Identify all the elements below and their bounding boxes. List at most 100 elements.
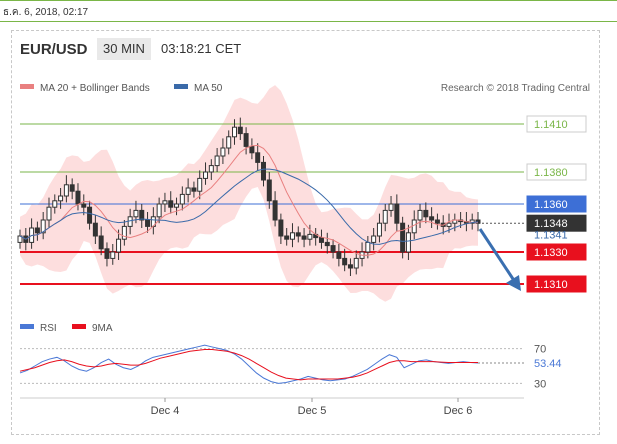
x-axis: Dec 4 Dec 5 Dec 6 <box>151 398 473 417</box>
candle-body <box>214 155 220 167</box>
candle-body <box>295 232 301 237</box>
pair-label: EUR/USD <box>20 41 88 58</box>
candle-body <box>116 238 122 253</box>
candle-body <box>272 200 278 221</box>
rsi-last-value: 53.44 <box>534 358 562 370</box>
candle-body <box>324 241 330 247</box>
ma50-line <box>19 168 479 245</box>
bollinger-band <box>20 85 478 302</box>
candle-body <box>400 222 406 253</box>
candle-body <box>69 184 75 192</box>
candle-body <box>318 237 324 243</box>
candle-body <box>40 219 46 234</box>
candle-body <box>145 219 151 227</box>
candle-body <box>266 179 272 202</box>
candle-body <box>208 165 214 173</box>
candle-body <box>394 203 400 224</box>
rsi-ma-legend-swatch <box>72 324 86 329</box>
candle-body <box>289 232 295 240</box>
x-tick-label: Dec 6 <box>444 405 473 417</box>
price-levels <box>20 123 524 285</box>
candle-body <box>336 251 342 259</box>
candle-body <box>232 126 238 138</box>
candle-body <box>81 203 87 208</box>
candle-body <box>87 206 93 224</box>
rsi-legend-swatch <box>20 324 34 329</box>
candle-body <box>278 219 284 237</box>
rsi-tick-70: 70 <box>534 344 546 356</box>
candle-body <box>34 227 40 234</box>
candle-body <box>475 219 481 224</box>
level-label-1.1380: 1.1380 <box>534 167 568 179</box>
candle-body <box>446 222 452 227</box>
timeframe-badge[interactable]: 30 MIN <box>97 38 151 60</box>
candle-body <box>330 245 336 253</box>
bollinger-band-area <box>20 85 478 302</box>
rsi-line <box>19 344 479 384</box>
candle-body <box>162 200 168 205</box>
clock-label: 03:18:21 CET <box>161 41 242 56</box>
level-label-1.1348: 1.1348 <box>534 218 568 230</box>
candle-body <box>156 203 162 218</box>
candle-body <box>203 171 209 179</box>
candle-body <box>133 209 139 218</box>
candle-body <box>284 235 290 240</box>
candle-body <box>237 126 243 135</box>
rsi-legend-label: RSI <box>40 323 57 334</box>
x-tick-label: Dec 4 <box>151 405 180 417</box>
candle-body <box>191 187 197 192</box>
candle-body <box>429 216 435 221</box>
level-label-1.1330: 1.1330 <box>534 247 568 259</box>
level-box-1.1310 <box>526 275 587 293</box>
ma50-legend-label: MA 50 <box>194 83 223 94</box>
candle-body <box>255 152 261 163</box>
candle-body <box>179 193 185 205</box>
candle-body <box>388 203 394 211</box>
rsi-tick-30: 30 <box>534 378 546 390</box>
candle-body <box>104 248 110 259</box>
candle-body <box>353 257 359 269</box>
candle-body <box>168 200 174 208</box>
candle-body <box>75 190 81 205</box>
level-label-1.1341: 1.1341 <box>534 229 568 241</box>
candle-body <box>174 203 180 208</box>
forecast-arrow-line <box>478 228 517 283</box>
candle-body <box>423 209 429 218</box>
candle-body <box>365 241 371 253</box>
credit-label: Research © 2018 Trading Central <box>441 83 590 94</box>
candle-body <box>376 222 382 237</box>
ma20-line <box>19 144 479 256</box>
date-time-label: ธ.ค. 6, 2018, 02:17 <box>3 7 89 18</box>
ma50-legend-swatch <box>174 84 188 89</box>
candle-body <box>58 195 64 202</box>
level-box-1.1410 <box>526 115 587 133</box>
candle-body <box>52 200 58 208</box>
candle-body <box>405 232 411 253</box>
rsi-ma-line <box>19 349 478 381</box>
candle-body <box>197 177 203 192</box>
candle-body <box>185 187 191 195</box>
candle-body <box>63 184 69 197</box>
level-box-1.1380 <box>526 163 587 181</box>
level-label-1.1360: 1.1360 <box>534 199 568 211</box>
moving-averages <box>19 144 479 256</box>
candle-body <box>139 209 145 221</box>
candle-body <box>121 225 127 240</box>
rsi-ma-legend-label: 9MA <box>92 323 113 334</box>
candle-body <box>307 233 313 240</box>
candle-body <box>249 145 255 154</box>
x-tick-label: Dec 5 <box>298 405 327 417</box>
candle-body <box>382 209 388 224</box>
ma20-legend-label: MA 20 + Bollinger Bands <box>40 83 150 94</box>
candle-body <box>260 161 266 181</box>
candle-body <box>226 136 232 149</box>
candle-body <box>46 206 52 221</box>
candle-body <box>347 264 353 269</box>
candle-body <box>110 251 116 259</box>
candle-body <box>127 216 133 227</box>
chart-header: EUR/USD 30 MIN 03:18:21 CET <box>18 37 595 61</box>
level-box-1.1360 <box>526 195 587 213</box>
candle-body <box>243 133 249 147</box>
